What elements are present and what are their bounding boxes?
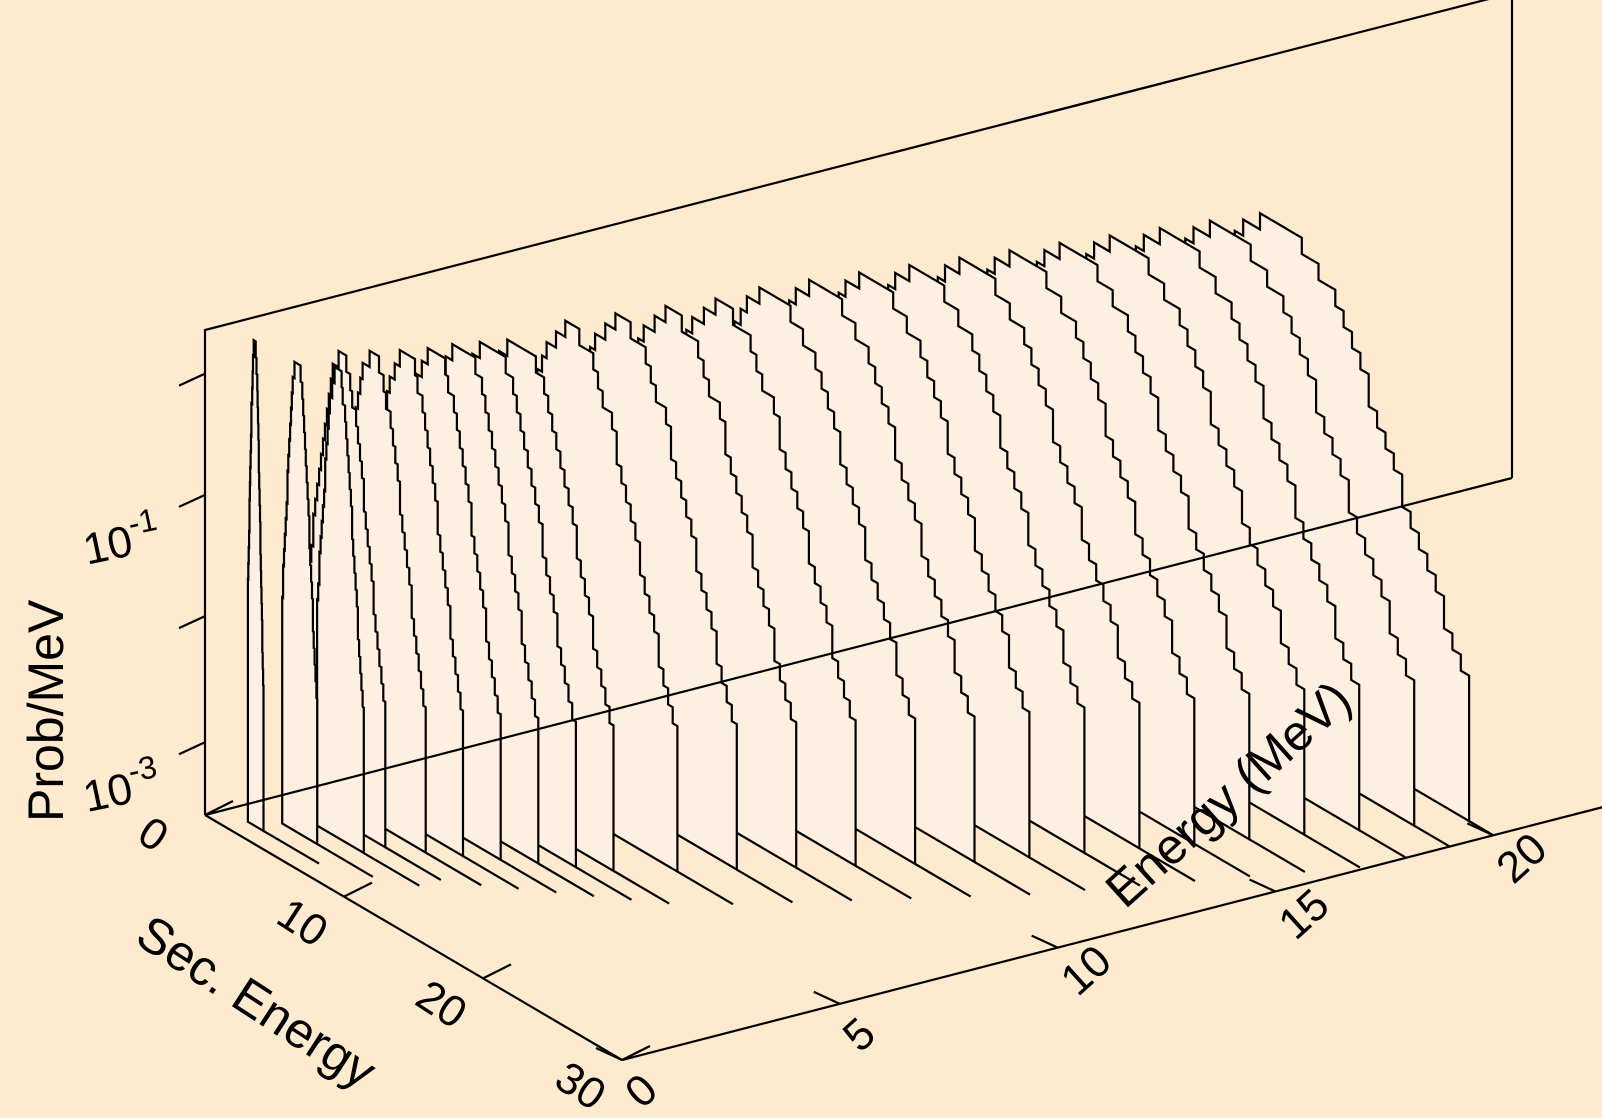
series-curve-0.5 — [246, 338, 265, 833]
series-baseline-4.5 — [575, 866, 633, 901]
energy-tick — [1031, 934, 1059, 949]
sec-energy-tick — [621, 1045, 651, 1061]
series-baseline-18 — [1358, 829, 1407, 859]
sec-energy-axis-title: Sec. Energy — [127, 904, 386, 1099]
series-baseline-1.5 — [363, 852, 420, 887]
series-baseline-7 — [736, 868, 793, 904]
sec-energy-tick — [343, 881, 373, 898]
energy-tick — [1249, 878, 1276, 893]
sec-energy-tick-label: 0 — [130, 807, 177, 861]
series-baseline-19 — [1413, 824, 1451, 848]
series-baseline-5 — [612, 869, 670, 905]
prob-tick-label: 10-3 — [77, 748, 165, 822]
series-baseline-3.5 — [500, 858, 557, 894]
series-baseline-4 — [537, 862, 595, 898]
sec-energy-axis-line — [204, 814, 623, 1061]
series-baseline-6 — [676, 870, 734, 906]
energy-tick — [813, 990, 841, 1005]
series-curve-1.5 — [316, 364, 365, 855]
prob-tick-label: 10-1 — [77, 501, 165, 575]
series-curve-1 — [281, 359, 319, 847]
series-baseline-2.5 — [425, 851, 482, 887]
chart-walls — [203, 0, 1514, 815]
energy-tick-label: 0 — [616, 1065, 667, 1118]
sec-energy-tick-label: 20 — [408, 971, 476, 1039]
series-baseline-0.5 — [262, 829, 320, 865]
prob-tick — [178, 741, 206, 756]
energy-tick-label: 5 — [834, 1008, 885, 1061]
prob-tick — [178, 372, 206, 387]
series-baseline-9 — [855, 864, 912, 900]
sec-energy-tick — [204, 800, 234, 816]
series-baseline-12 — [1028, 856, 1086, 892]
series-baseline-8 — [795, 866, 853, 902]
series-baseline-3 — [462, 855, 520, 890]
energy-back-axis-line — [204, 476, 1513, 817]
prob-axis-title: Prob/MeV — [18, 599, 74, 822]
energy-tick — [1466, 822, 1494, 837]
prob-tick — [178, 615, 206, 630]
series-baseline-14 — [1138, 847, 1196, 882]
energy-tick — [595, 1047, 623, 1061]
series-baseline-1 — [316, 843, 374, 878]
series-baseline-17 — [1303, 833, 1361, 869]
series-baseline-11 — [973, 861, 1031, 896]
back-wall-right — [1015, 0, 1514, 478]
sec-energy-tick-label: 10 — [269, 889, 337, 957]
series-baseline-2 — [384, 846, 442, 881]
series-baseline-10 — [914, 862, 972, 898]
series-baseline-15 — [1193, 842, 1251, 878]
sec-energy-tick-label: 30 — [547, 1052, 615, 1118]
back-wall-left — [203, 76, 1186, 815]
chart-series — [246, 211, 1494, 906]
series-baseline-16 — [1248, 838, 1306, 873]
prob-tick — [178, 493, 206, 508]
series-baseline-13 — [1083, 851, 1141, 887]
sec-energy-tick — [482, 963, 512, 980]
